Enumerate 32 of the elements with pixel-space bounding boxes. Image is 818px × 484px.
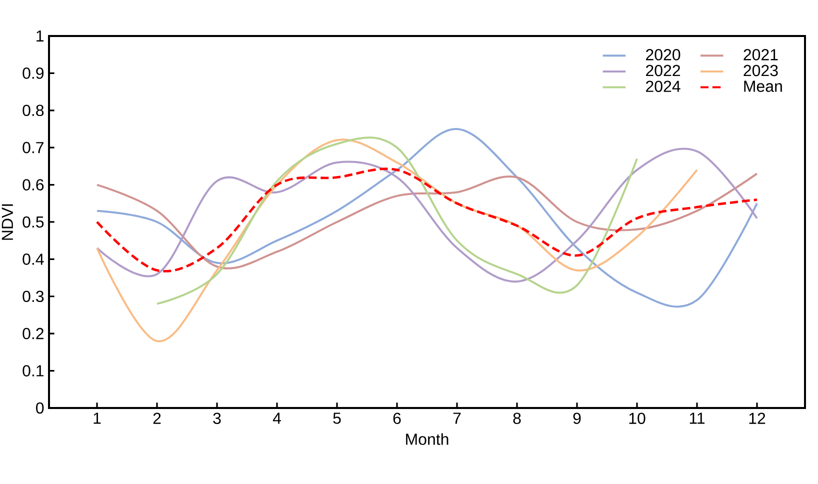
legend-label: 2021 xyxy=(744,49,778,60)
y-tick-label: 0.3 xyxy=(22,290,44,302)
x-tick-label: 8 xyxy=(513,412,521,424)
y-tick-label: 0.5 xyxy=(22,216,44,228)
x-axis-title: Month xyxy=(406,433,448,445)
line-series xyxy=(96,138,698,342)
x-tick-label: 4 xyxy=(272,412,281,424)
y-tick-label: 0.9 xyxy=(22,68,44,79)
x-tick-label: 6 xyxy=(393,412,401,424)
x-tick-label: 7 xyxy=(453,412,461,424)
y-tick-label: 0.6 xyxy=(22,179,44,190)
legend-label: 2022 xyxy=(646,64,680,76)
x-tick-label: 11 xyxy=(690,412,705,424)
x-tick-label: 10 xyxy=(629,412,646,424)
legend-label: 2023 xyxy=(744,64,778,76)
x-tick-label: 12 xyxy=(749,412,766,424)
y-axis-title: NDVI xyxy=(2,204,13,240)
x-tick-label: 2 xyxy=(153,412,161,424)
x-tick-label: 9 xyxy=(573,412,581,424)
y-tick-label: 0.8 xyxy=(22,104,44,116)
y-tick-label: 0.7 xyxy=(22,142,44,154)
y-tick-label: 0.1 xyxy=(22,365,44,376)
x-tick-label: 3 xyxy=(213,412,221,424)
x-tick-label: 5 xyxy=(333,412,341,424)
legend-label: 2024 xyxy=(646,80,680,92)
x-tick-label: 1 xyxy=(94,412,101,424)
y-tick-label: 0.2 xyxy=(22,328,44,340)
legend-label: 2020 xyxy=(646,49,680,60)
legend-label: Mean xyxy=(744,80,782,92)
y-tick-label: 0.4 xyxy=(22,254,44,265)
y-tick-label: 0 xyxy=(36,402,44,414)
y-tick-label: 1 xyxy=(36,30,44,42)
